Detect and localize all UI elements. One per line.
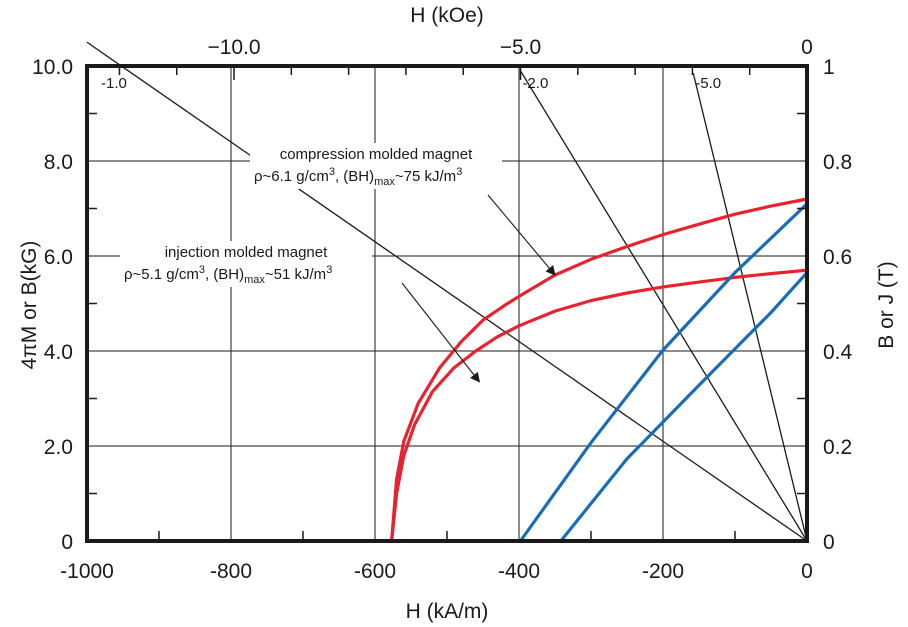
- tick-label-right: 1: [823, 56, 835, 79]
- series-curves: [390, 197, 809, 543]
- tick-label-right: 0.6: [823, 246, 852, 269]
- tick-label-top: −5.0: [500, 36, 541, 59]
- tick-label-y: 10.0: [32, 56, 73, 79]
- tick-label-x: -600: [354, 560, 396, 583]
- tick-label-y: 8.0: [44, 151, 73, 174]
- injection-annotation-arrow: [401, 282, 481, 383]
- top-axis-title: H (kOe): [410, 4, 484, 27]
- tick-labels: -1000 -800 -600 -400 -200 0−10.0 −5.0 002.04.06…: [32, 36, 852, 583]
- load-line-label: -5.0: [695, 75, 721, 92]
- right-axis-title: B or J (T): [875, 261, 898, 349]
- load-line: [519, 70, 808, 542]
- tick-label-top: −10.0: [207, 36, 260, 59]
- plot-border: [85, 64, 809, 543]
- load-line: [692, 72, 808, 542]
- annotations: compression molded magnet ρ~6.1 g/cm3, (B…: [120, 143, 556, 383]
- left-axis-title: 4πM or B(kG): [18, 241, 41, 370]
- tick-marks: [87, 66, 808, 541]
- tick-label-right: 0.2: [823, 436, 852, 459]
- tick-label-right: 0.8: [823, 151, 852, 174]
- injection-annotation-properties: ρ~5.1 g/cm3, (BH)max~51 kJ/m3: [124, 264, 332, 286]
- tick-label-y: 4.0: [44, 341, 73, 364]
- series-curve: [390, 197, 809, 543]
- compression-annotation-arrow: [487, 194, 556, 276]
- tick-label-x: -800: [210, 560, 252, 583]
- load-lines: -1.0 -2.0 -5.0: [86, 41, 808, 542]
- grid-lines: [87, 66, 807, 541]
- compression-annotation-backdrop: [250, 143, 502, 189]
- series-curve: [518, 202, 809, 543]
- tick-label-top: 0: [801, 36, 813, 59]
- tick-label-right: 0: [823, 531, 835, 554]
- compression-annotation-title: compression molded magnet: [280, 146, 473, 163]
- load-line: [86, 41, 808, 542]
- load-line-label: -2.0: [522, 75, 548, 92]
- series-curve: [390, 268, 809, 543]
- compression-annotation-properties: ρ~6.1 g/cm3, (BH)max~75 kJ/m3: [254, 166, 462, 188]
- tick-label-x: -1000: [60, 560, 114, 583]
- tick-label-right: 0.4: [823, 341, 853, 364]
- bottom-axis-title: H (kA/m): [406, 600, 489, 623]
- injection-annotation-title: injection molded magnet: [165, 244, 328, 261]
- tick-label-x: -400: [498, 560, 540, 583]
- tick-label-x: -200: [642, 560, 684, 583]
- injection-annotation-backdrop: [120, 241, 372, 287]
- series-curve: [559, 271, 809, 543]
- plot-frame: [85, 64, 809, 543]
- tick-label-y: 2.0: [44, 436, 73, 459]
- load-line-label: -1.0: [101, 75, 127, 92]
- tick-label-y: 0: [61, 531, 73, 554]
- tick-label-x: 0: [801, 560, 813, 583]
- tick-label-y: 6.0: [44, 246, 73, 269]
